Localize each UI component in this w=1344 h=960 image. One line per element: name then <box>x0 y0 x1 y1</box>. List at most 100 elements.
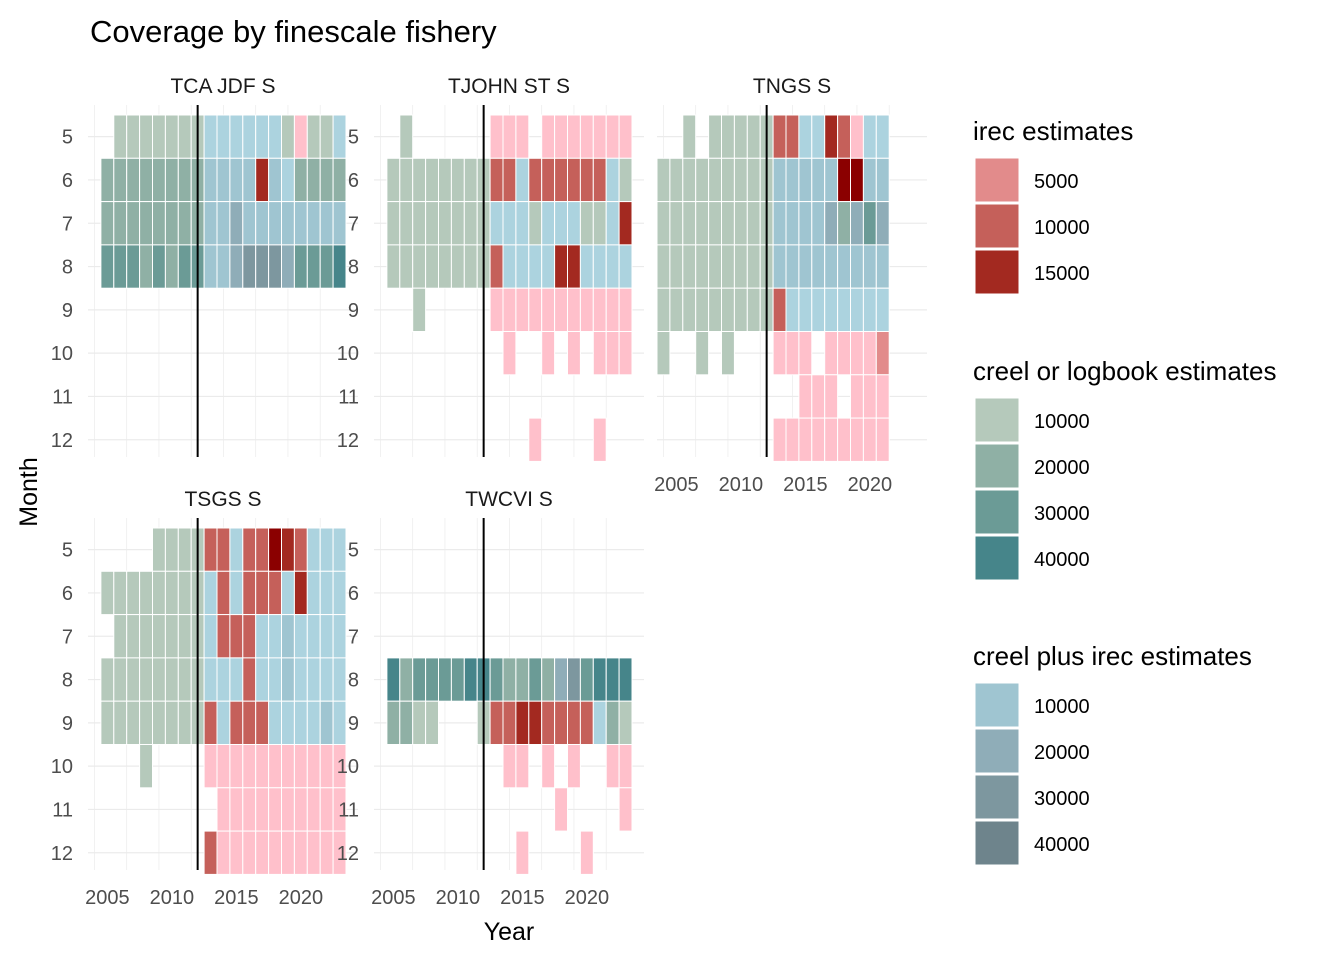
heatmap-tile <box>425 657 440 702</box>
y-tick-label: 5 <box>62 540 73 562</box>
y-tick-label: 6 <box>348 170 359 192</box>
heatmap-tile <box>579 657 594 702</box>
heatmap-tile <box>255 114 270 159</box>
heatmap-tile <box>721 331 735 376</box>
heatmap-tile <box>824 331 839 376</box>
heatmap-tile <box>850 417 864 462</box>
heatmap-tile <box>669 287 684 333</box>
heatmap-tile <box>798 157 813 203</box>
heatmap-tile <box>216 114 231 159</box>
heatmap-tile <box>708 201 722 246</box>
heatmap-tile <box>811 244 826 289</box>
heatmap-tile <box>811 417 826 462</box>
y-tick-label: 8 <box>348 257 359 279</box>
heatmap-tile <box>875 287 890 333</box>
heatmap-tile <box>152 657 166 702</box>
heatmap-tile <box>554 700 568 746</box>
heatmap-tile <box>837 287 851 333</box>
heatmap-tile <box>255 787 270 832</box>
heatmap-tile <box>618 744 633 789</box>
heatmap-tile <box>242 201 257 246</box>
heatmap-tile <box>837 417 851 462</box>
heatmap-tile <box>242 830 257 875</box>
heatmap-tile <box>785 157 800 203</box>
heatmap-tile <box>579 114 594 159</box>
heatmap-tile <box>875 157 890 203</box>
heatmap-tile <box>669 157 684 203</box>
heatmap-tile <box>708 244 722 289</box>
heatmap-tile <box>229 830 244 875</box>
y-tick-label: 8 <box>62 257 73 279</box>
heatmap-tile <box>772 201 787 246</box>
heatmap-tile <box>489 244 504 289</box>
heatmap-tile <box>567 700 581 746</box>
heatmap-tile <box>554 287 568 333</box>
heatmap-tile <box>100 657 115 702</box>
heatmap-tile <box>541 114 556 159</box>
heatmap-tile <box>541 744 556 789</box>
y-tick-label: 9 <box>62 713 73 735</box>
heatmap-tile <box>605 287 620 333</box>
heatmap-tile <box>268 157 283 203</box>
heatmap-tile <box>281 244 295 289</box>
y-tick-label: 12 <box>337 430 359 452</box>
heatmap-tile <box>438 157 452 203</box>
heatmap-tile <box>268 657 283 702</box>
heatmap-tile <box>281 114 295 159</box>
heatmap-tile <box>293 787 308 832</box>
heatmap-tile <box>306 830 321 875</box>
heatmap-tile <box>541 331 556 376</box>
legend-label: 20000 <box>1034 457 1090 479</box>
x-tick-label: 2010 <box>150 887 195 909</box>
heatmap-tile <box>306 201 321 246</box>
heatmap-tile <box>733 287 748 333</box>
heatmap-tile <box>113 201 128 246</box>
heatmap-tile <box>721 157 735 203</box>
x-tick-label: 2005 <box>654 474 699 496</box>
heatmap-tile <box>203 657 218 702</box>
heatmap-tile <box>463 657 478 702</box>
heatmap-tile <box>203 157 218 203</box>
heatmap-tile <box>721 114 735 159</box>
heatmap-tile <box>229 570 244 616</box>
heatmap-tile <box>592 201 607 246</box>
heatmap-tile <box>412 700 427 746</box>
heatmap-tile <box>489 157 504 203</box>
heatmap-tile <box>502 700 517 746</box>
heatmap-tile <box>733 244 748 289</box>
heatmap-tile <box>785 244 800 289</box>
heatmap-tile <box>567 287 581 333</box>
heatmap-tile <box>412 201 427 246</box>
heatmap-tile <box>528 657 543 702</box>
heatmap-tile <box>502 744 517 789</box>
heatmap-tile <box>177 527 192 572</box>
heatmap-tile <box>216 570 231 616</box>
heatmap-tile <box>489 201 504 246</box>
heatmap-tile <box>746 114 761 159</box>
heatmap-tile <box>579 157 594 203</box>
heatmap-tile <box>126 201 141 246</box>
heatmap-tile <box>554 657 568 702</box>
heatmap-tile <box>708 157 722 203</box>
heatmap-tile <box>306 787 321 832</box>
heatmap-tile <box>746 287 761 333</box>
legend-swatch <box>974 489 1020 535</box>
heatmap-tile <box>450 657 465 702</box>
heatmap-tile <box>811 287 826 333</box>
x-tick-label: 2020 <box>848 474 893 496</box>
heatmap-tile <box>592 417 607 462</box>
heatmap-tile <box>281 157 295 203</box>
heatmap-tile <box>152 527 166 572</box>
y-tick-label: 5 <box>348 127 359 149</box>
y-tick-label: 11 <box>338 799 359 821</box>
heatmap-tiles <box>100 114 347 289</box>
heatmap-tile <box>216 157 231 203</box>
facet-strip-label: TSGS S <box>184 488 261 511</box>
heatmap-tile <box>438 201 452 246</box>
heatmap-tile <box>306 700 321 746</box>
x-tick-label: 2020 <box>565 887 610 909</box>
heatmap-tile <box>489 657 504 702</box>
legend-label: 40000 <box>1034 549 1090 571</box>
heatmap-tile <box>850 374 864 419</box>
